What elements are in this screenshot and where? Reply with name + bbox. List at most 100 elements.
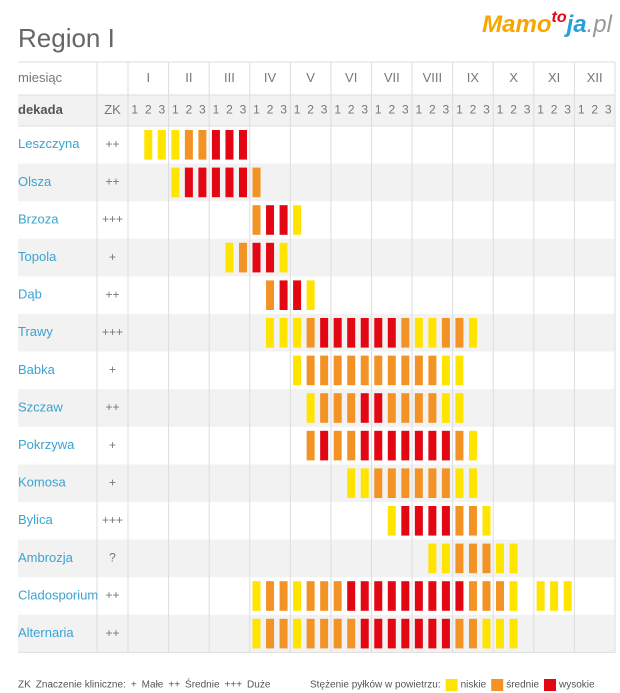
pollen-bar [428, 318, 437, 348]
pollen-bar [360, 618, 369, 649]
pollen-bar [387, 618, 396, 649]
pollen-bar [374, 430, 383, 461]
pollen-bar [238, 130, 247, 160]
pollen-bar [428, 581, 437, 611]
logo-to: to [552, 9, 567, 26]
month: XI [548, 70, 560, 85]
decade: 1 [172, 103, 179, 117]
legend-zk-title: Znaczenie kliniczne: [36, 680, 126, 691]
pollen-bar [157, 130, 166, 160]
pollen-bar [482, 581, 491, 611]
legend-level: wysokie [558, 680, 595, 691]
legend-concentration-title: Stężenie pyłków w powietrzu: [310, 680, 441, 691]
pollen-bar [482, 618, 491, 649]
pollen-bar [306, 318, 315, 348]
pollen-bar [414, 393, 423, 423]
pollen-bar [293, 280, 302, 310]
pollen-bar [347, 318, 356, 348]
zk: ++ [105, 287, 119, 301]
zk: + [109, 475, 116, 489]
pollen-bar [468, 430, 477, 461]
month: I [146, 70, 150, 85]
pollen-bar [279, 280, 288, 310]
pollen-bar [455, 581, 464, 611]
plant-name: Komosa [18, 475, 66, 490]
pollen-bar [333, 318, 342, 348]
zk-label: ZK [104, 102, 121, 117]
row-bg [18, 163, 615, 202]
decade: 2 [307, 103, 314, 117]
pollen-bar [468, 506, 477, 536]
pollen-bar [333, 618, 342, 649]
pollen-bar [252, 167, 261, 198]
decade: 2 [348, 103, 355, 117]
row-bg [18, 464, 615, 502]
decade: 2 [145, 103, 152, 117]
pollen-bar [455, 430, 464, 461]
zk: ? [109, 551, 116, 565]
zk: +++ [102, 212, 123, 226]
month: VII [384, 70, 400, 85]
pollen-bar [455, 318, 464, 348]
pollen-bar [441, 318, 450, 348]
plant-name: Bylica [18, 512, 53, 527]
pollen-bar [441, 618, 450, 649]
pollen-bar [293, 318, 302, 348]
pollen-bar [414, 355, 423, 386]
decade: 1 [456, 103, 463, 117]
pollen-bar [333, 355, 342, 386]
logo-domain: .pl [587, 11, 613, 38]
pollen-bar [401, 506, 410, 536]
pollen-bar [387, 430, 396, 461]
pollen-bar [225, 130, 234, 160]
pollen-bar [401, 393, 410, 423]
title: Region I [18, 23, 115, 53]
legend-zk-label: Małe [142, 680, 164, 691]
decade: 3 [402, 103, 409, 117]
legend-level: niskie [461, 680, 487, 691]
pollen-bar [347, 393, 356, 423]
decade: 1 [253, 103, 260, 117]
plant-name: Pokrzywa [18, 437, 75, 452]
pollen-bar [306, 618, 315, 649]
pollen-bar [468, 543, 477, 574]
plant-name: Trawy [18, 324, 53, 339]
zk: ++ [105, 626, 119, 640]
month: II [185, 70, 192, 85]
pollen-bar [320, 430, 329, 461]
pollen-bar [428, 468, 437, 498]
pollen-bar [374, 468, 383, 498]
zk: ++ [105, 588, 119, 602]
pollen-bar [198, 167, 207, 198]
pollen-bar [374, 581, 383, 611]
pollen-bar [279, 618, 288, 649]
pollen-bar [374, 393, 383, 423]
pollen-bar [347, 430, 356, 461]
pollen-bar [266, 618, 275, 649]
decade: 2 [186, 103, 193, 117]
plant-name: Olsza [18, 174, 52, 189]
legend-swatch [544, 679, 557, 691]
pollen-bar [320, 581, 329, 611]
pollen-bar [184, 130, 193, 160]
month: IX [467, 70, 480, 85]
pollen-bar [238, 167, 247, 198]
decade: 3 [280, 103, 287, 117]
pollen-bar [387, 581, 396, 611]
pollen-bar [360, 468, 369, 498]
decade: 3 [524, 103, 531, 117]
pollen-bar [482, 506, 491, 536]
plant-name: Alternaria [18, 625, 74, 640]
pollen-bar [428, 393, 437, 423]
pollen-bar [414, 506, 423, 536]
pollen-bar [266, 318, 275, 348]
pollen-bar [347, 468, 356, 498]
pollen-bar [509, 581, 518, 611]
pollen-bar [293, 618, 302, 649]
pollen-bar [360, 581, 369, 611]
pollen-bar [428, 618, 437, 649]
pollen-bar [279, 581, 288, 611]
pollen-bar [441, 468, 450, 498]
pollen-bar [414, 618, 423, 649]
